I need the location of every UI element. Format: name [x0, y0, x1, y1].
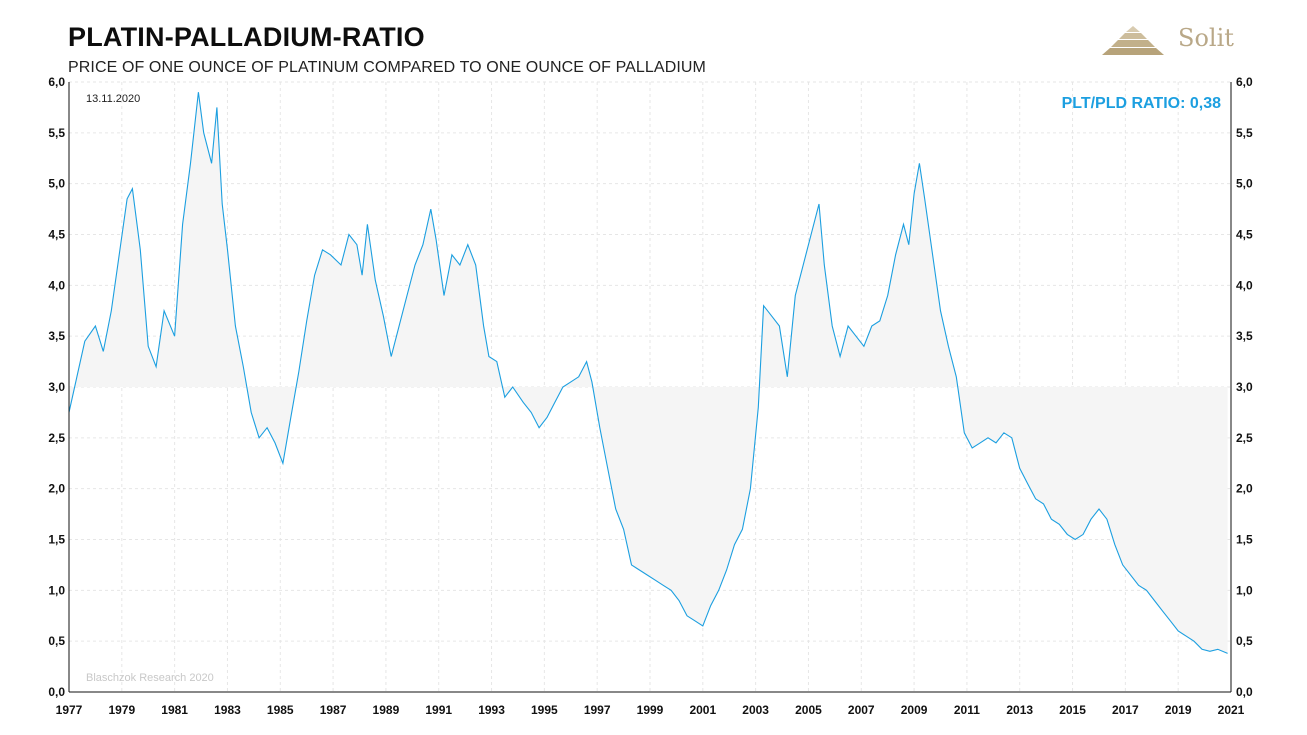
y-tick-label-left: 2,5: [48, 431, 65, 445]
x-tick-label: 2009: [901, 703, 928, 717]
x-tick-label: 1989: [373, 703, 400, 717]
x-tick-label: 1997: [584, 703, 611, 717]
x-tick-label: 2013: [1006, 703, 1033, 717]
x-tick-label: 2007: [848, 703, 875, 717]
x-tick-label: 1987: [320, 703, 347, 717]
y-tick-label-right: 4,0: [1236, 278, 1253, 292]
x-tick-label: 1991: [425, 703, 452, 717]
x-tick-label: 1981: [161, 703, 188, 717]
y-tick-label-right: 6,0: [1236, 75, 1253, 89]
y-tick-label-left: 3,5: [48, 329, 65, 343]
y-tick-label-right: 1,0: [1236, 583, 1253, 597]
y-tick-label-left: 1,5: [48, 533, 65, 547]
y-tick-label-left: 0,5: [48, 634, 65, 648]
source-watermark: Blaschzok Research 2020: [86, 672, 214, 684]
y-tick-label-right: 5,5: [1236, 126, 1253, 140]
x-tick-label: 1983: [214, 703, 241, 717]
y-tick-label-left: 5,5: [48, 126, 65, 140]
y-tick-label-right: 3,0: [1236, 380, 1253, 394]
x-tick-label: 2003: [742, 703, 769, 717]
logo-text: Solit: [1178, 24, 1234, 52]
x-tick-label: 2001: [689, 703, 716, 717]
y-tick-label-left: 4,0: [48, 278, 65, 292]
y-tick-label-right: 2,0: [1236, 482, 1253, 496]
chart-title: PLATIN-PALLADIUM-RATIO: [68, 22, 425, 52]
y-tick-label-right: 2,5: [1236, 431, 1253, 445]
y-tick-label-left: 0,0: [48, 685, 65, 699]
y-tick-label-right: 1,5: [1236, 533, 1253, 547]
deviation-area: [69, 92, 1228, 654]
y-tick-label-left: 5,0: [48, 177, 65, 191]
x-tick-label: 2019: [1165, 703, 1192, 717]
chart-subtitle: PRICE OF ONE OUNCE OF PLATINUM COMPARED …: [68, 59, 706, 76]
x-tick-label: 1979: [108, 703, 135, 717]
y-tick-label-left: 2,0: [48, 482, 65, 496]
pyramid-logo-icon: [1102, 26, 1164, 55]
series-line: [68, 92, 1228, 654]
y-tick-label-right: 5,0: [1236, 177, 1253, 191]
current-ratio-annotation: PLT/PLD RATIO: 0,38: [1062, 95, 1222, 112]
y-tick-label-right: 4,5: [1236, 228, 1253, 242]
x-tick-label: 1995: [531, 703, 558, 717]
x-tick-label: 1977: [56, 703, 83, 717]
x-tick-label: 1985: [267, 703, 294, 717]
x-tick-label: 2005: [795, 703, 822, 717]
y-tick-label-right: 0,0: [1236, 685, 1253, 699]
tick-labels: 0,0 0,0 0,5 0,5 1,0 1,0 1,5 1,5 2,0 2,0 2,5 2,5 3,0 3…: [48, 75, 1253, 717]
date-annotation: 13.11.2020: [86, 93, 140, 105]
x-tick-label: 2021: [1218, 703, 1245, 717]
y-tick-label-left: 4,5: [48, 228, 65, 242]
y-tick-label-left: 1,0: [48, 583, 65, 597]
x-tick-label: 2015: [1059, 703, 1086, 717]
x-tick-label: 1999: [637, 703, 664, 717]
solit-logo: Solit: [1098, 22, 1248, 62]
y-tick-label-right: 3,5: [1236, 329, 1253, 343]
x-tick-label: 1993: [478, 703, 505, 717]
y-tick-label-right: 0,5: [1236, 634, 1253, 648]
y-tick-label-left: 3,0: [48, 380, 65, 394]
x-tick-label: 2017: [1112, 703, 1139, 717]
x-tick-label: 2011: [954, 703, 980, 717]
y-tick-label-left: 6,0: [48, 75, 65, 89]
